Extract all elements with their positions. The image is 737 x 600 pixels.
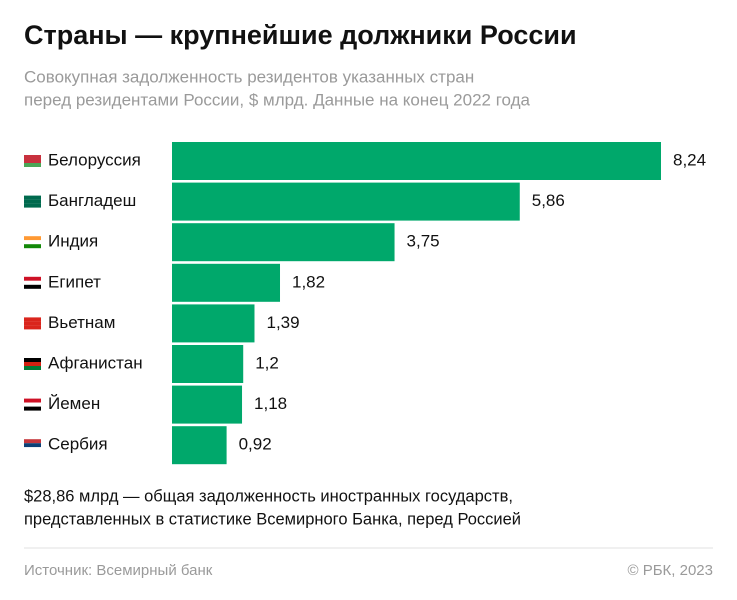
- bar: [172, 223, 395, 262]
- category-label: Сербия: [48, 435, 108, 454]
- note: $28,86 млрд — общая задолженность иностр…: [24, 487, 513, 505]
- category-label: Бангладеш: [48, 191, 136, 210]
- flag-stripe: [24, 236, 41, 241]
- flag-stripe: [24, 240, 41, 245]
- flag-stripe: [24, 203, 41, 208]
- bar: [172, 304, 255, 343]
- flag-stripe: [24, 439, 41, 444]
- bar: [172, 426, 227, 465]
- flag-stripe: [24, 199, 41, 204]
- value-label: 1,39: [266, 313, 299, 332]
- flag-stripe: [24, 321, 41, 326]
- value-label: 1,18: [254, 394, 287, 413]
- flag-stripe: [24, 155, 41, 159]
- category-label: Вьетнам: [48, 313, 115, 332]
- flag-stripe: [24, 159, 41, 163]
- flag-stripe: [24, 362, 41, 366]
- copyright: © РБК, 2023: [627, 562, 713, 579]
- note: представленных в статистике Всемирного Б…: [24, 510, 521, 528]
- subtitle: перед резидентами России, $ млрд. Данные…: [24, 90, 531, 109]
- value-label: 1,2: [255, 353, 279, 372]
- flag-stripe: [24, 244, 41, 249]
- flag-stripe: [24, 406, 41, 411]
- flag-stripe: [24, 447, 41, 452]
- flag-stripe: [24, 317, 41, 322]
- value-label: 3,75: [407, 232, 440, 251]
- flag-stripe: [24, 284, 41, 289]
- category-label: Белоруссия: [48, 150, 141, 169]
- bar: [172, 263, 281, 302]
- bar: [172, 385, 243, 424]
- flag-stripe: [24, 443, 41, 448]
- flag-stripe: [24, 358, 41, 362]
- flag-stripe: [24, 325, 41, 330]
- source: Источник: Всемирный банк: [24, 562, 213, 579]
- flag-stripe: [24, 398, 41, 403]
- flag-stripe: [24, 402, 41, 407]
- bar: [172, 182, 520, 221]
- flag-stripe: [24, 276, 41, 281]
- value-label: 8,24: [673, 150, 706, 169]
- bar: [172, 345, 244, 383]
- flag-stripe: [24, 195, 41, 200]
- chart-title: Страны — крупнейшие должники России: [24, 20, 577, 50]
- flag-stripe: [24, 280, 41, 285]
- value-label: 5,86: [532, 191, 565, 210]
- flag-stripe: [24, 366, 41, 370]
- value-label: 1,82: [292, 272, 325, 291]
- category-label: Йемен: [48, 394, 100, 413]
- subtitle: Совокупная задолженность резидентов указ…: [24, 67, 474, 86]
- flags: [24, 155, 41, 452]
- bar: [172, 142, 661, 180]
- category-label: Афганистан: [48, 353, 143, 372]
- flag-stripe: [24, 163, 41, 167]
- value-label: 0,92: [239, 435, 272, 454]
- category-label: Египет: [48, 272, 101, 291]
- category-label: Индия: [48, 232, 98, 251]
